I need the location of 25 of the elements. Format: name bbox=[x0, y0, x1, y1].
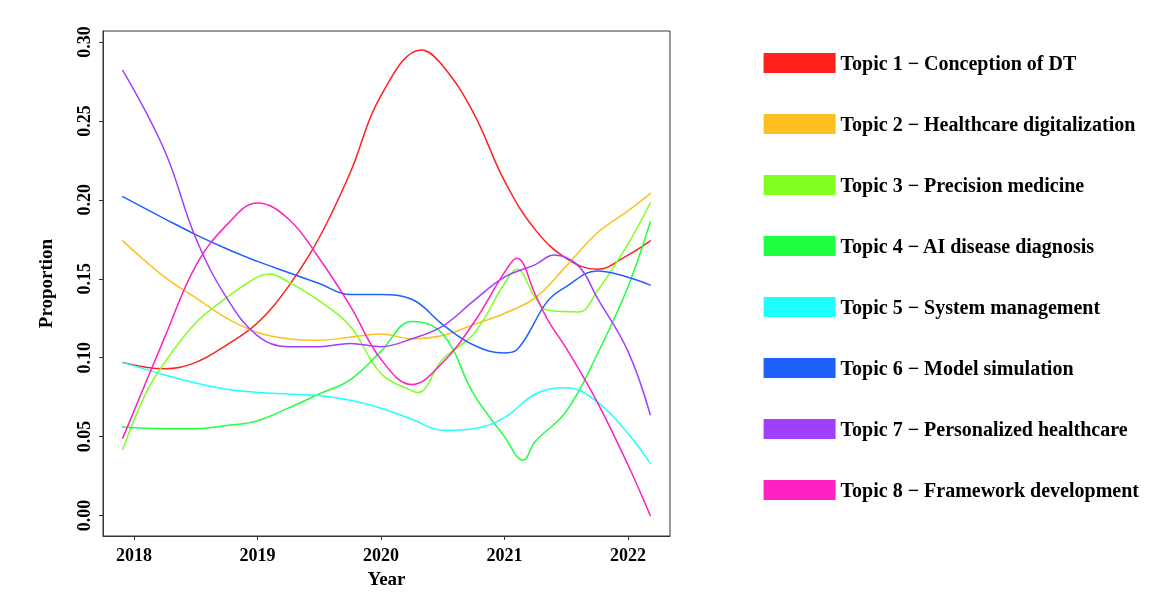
legend-label: Topic 8 − Framework development bbox=[840, 479, 1140, 502]
line-series bbox=[122, 69, 651, 416]
x-tick-label: 2021 bbox=[486, 545, 523, 565]
legend-label: Topic 2 − Healthcare digitalization bbox=[840, 113, 1136, 136]
y-tick-label: 0.05 bbox=[74, 420, 94, 453]
x-tick-label: 2019 bbox=[239, 545, 276, 565]
legend-label: Topic 3 − Precision medicine bbox=[840, 174, 1085, 197]
y-tick-label: 0.10 bbox=[74, 341, 94, 374]
y-tick-label: 0.20 bbox=[74, 184, 94, 216]
legend-label: Topic 1 − Conception of DT bbox=[840, 52, 1077, 75]
legend-label: Topic 5 − System management bbox=[840, 296, 1101, 319]
y-tick-label: 0.00 bbox=[74, 499, 94, 532]
line-series bbox=[122, 202, 651, 517]
x-tick-label: 2022 bbox=[610, 545, 646, 565]
y-tick-label: 0.15 bbox=[74, 263, 94, 295]
y-tick-label: 0.25 bbox=[74, 105, 94, 137]
x-tick-label: 2018 bbox=[115, 545, 152, 565]
line-series bbox=[122, 361, 651, 465]
legend-label: Topic 7 − Personalized healthcare bbox=[840, 418, 1128, 441]
y-tick-label: 0.30 bbox=[74, 26, 94, 58]
y-axis-title: Proportion bbox=[35, 238, 56, 329]
x-axis-title: Year bbox=[367, 567, 407, 589]
legend-label: Topic 4 − AI disease diagnosis bbox=[840, 235, 1095, 258]
x-tick-label: 2020 bbox=[362, 545, 399, 565]
legend-label: Topic 6 − Model simulation bbox=[840, 357, 1074, 380]
